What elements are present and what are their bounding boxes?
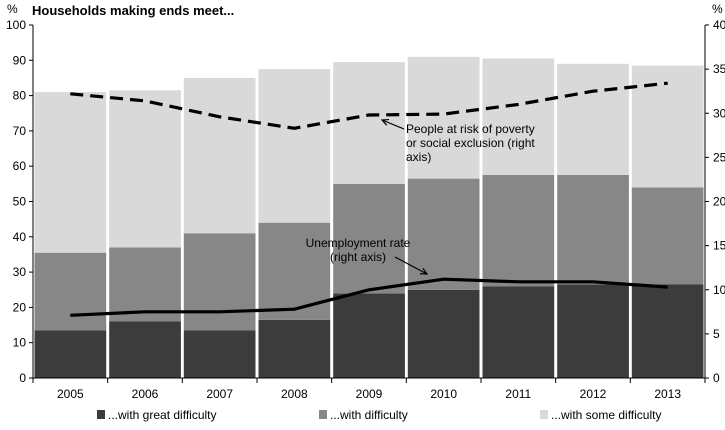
legend-label-0: ...with great difficulty bbox=[108, 408, 217, 422]
bar-2009-series-0 bbox=[333, 293, 405, 378]
bar-2010-series-0 bbox=[407, 289, 480, 379]
x-tick-label-2009: 2009 bbox=[356, 387, 383, 401]
unemployment-annotation-arrow bbox=[394, 256, 428, 275]
legend: ...with great difficulty ...with difficul… bbox=[97, 408, 661, 422]
bar-2012-series-0 bbox=[557, 284, 629, 378]
bar-2013-series-1 bbox=[631, 187, 704, 285]
bar-2005-series-0 bbox=[34, 330, 107, 378]
x-tick-label-2013: 2013 bbox=[654, 387, 681, 401]
right-axis-unit: % bbox=[712, 2, 723, 16]
left-tick-label: 80 bbox=[13, 89, 27, 103]
unemployment-annotation-line-0: Unemployment rate bbox=[306, 236, 411, 250]
left-tick-label: 10 bbox=[13, 336, 27, 350]
legend-swatch-2 bbox=[540, 410, 548, 419]
right-tick-label: 0 bbox=[713, 371, 720, 385]
poverty-annotation-line-0: People at risk of poverty bbox=[406, 122, 535, 136]
left-tick-label: 60 bbox=[13, 159, 27, 173]
right-tick-label: 10 bbox=[713, 283, 725, 297]
bar-2013-series-2 bbox=[631, 65, 704, 188]
left-tick-label: 40 bbox=[13, 230, 27, 244]
left-tick-label: 100 bbox=[6, 18, 26, 32]
bar-2012-series-1 bbox=[557, 175, 629, 285]
axes-group: 0 10 20 30 40 50 60 70 80 90 100 0 5 10 15 20 25 30 35 40 20… bbox=[6, 18, 725, 401]
left-axis-unit: % bbox=[7, 2, 18, 16]
x-tick-label-2011: 2011 bbox=[505, 387, 531, 401]
bar-2006-series-2 bbox=[109, 90, 181, 248]
bar-2007-series-0 bbox=[183, 330, 256, 378]
poverty-annotation-arrow-head bbox=[380, 118, 390, 126]
right-tick-label: 40 bbox=[713, 18, 725, 32]
bar-2005-series-2 bbox=[34, 92, 107, 253]
legend-swatch-0 bbox=[97, 410, 105, 419]
bar-2006-series-1 bbox=[109, 247, 181, 322]
bar-2011-series-2 bbox=[482, 58, 555, 175]
left-tick-label: 90 bbox=[13, 53, 27, 67]
bars-group bbox=[34, 56, 704, 379]
unemployment-line bbox=[70, 277, 668, 317]
lines-group bbox=[70, 81, 668, 317]
left-tick-label: 30 bbox=[13, 265, 27, 279]
poverty-line bbox=[70, 81, 668, 130]
right-tick-label: 35 bbox=[713, 62, 725, 76]
x-tick-label-2006: 2006 bbox=[132, 387, 159, 401]
bar-2012-series-2 bbox=[557, 63, 629, 175]
left-tick-label: 20 bbox=[13, 300, 27, 314]
right-tick-label: 25 bbox=[713, 150, 725, 164]
bar-2007-series-1 bbox=[183, 233, 256, 331]
x-tick-label-2007: 2007 bbox=[206, 387, 233, 401]
x-tick-label-2010: 2010 bbox=[430, 387, 457, 401]
right-tick-label: 20 bbox=[713, 195, 725, 209]
chart-title: Households making ends meet... bbox=[32, 3, 234, 18]
bar-2011-series-0 bbox=[482, 286, 555, 378]
x-tick-label-2005: 2005 bbox=[57, 387, 84, 401]
poverty-annotation-arrow bbox=[381, 119, 405, 130]
bar-2008-series-0 bbox=[258, 319, 331, 378]
bar-2009-series-1 bbox=[333, 183, 405, 294]
right-tick-label: 5 bbox=[713, 327, 720, 341]
bar-2005-series-1 bbox=[34, 252, 107, 331]
bar-2013-series-0 bbox=[631, 284, 704, 378]
legend-label-2: ...with some difficulty bbox=[551, 408, 661, 422]
bar-2006-series-0 bbox=[109, 321, 181, 378]
left-tick-label: 50 bbox=[13, 195, 27, 209]
legend-label-1: ...with difficulty bbox=[330, 408, 408, 422]
bar-2008-series-2 bbox=[258, 69, 331, 223]
bar-2009-series-2 bbox=[333, 62, 405, 184]
left-tick-label: 70 bbox=[13, 124, 27, 138]
right-tick-label: 30 bbox=[713, 106, 725, 120]
bar-2010-series-2 bbox=[407, 56, 480, 179]
poverty-annotation-line-2: axis) bbox=[406, 150, 431, 164]
unemployment-annotation-arrow-head bbox=[419, 267, 429, 275]
poverty-annotation-line-1: or social exclusion (right bbox=[406, 136, 535, 150]
legend-swatch-1 bbox=[319, 410, 327, 419]
bar-2007-series-2 bbox=[183, 77, 256, 234]
x-tick-label-2012: 2012 bbox=[580, 387, 607, 401]
bar-2010-series-1 bbox=[407, 178, 480, 290]
x-tick-label-2008: 2008 bbox=[281, 387, 308, 401]
left-tick-label: 0 bbox=[19, 371, 26, 385]
unemployment-annotation-line-1: (right axis) bbox=[330, 250, 386, 264]
right-tick-label: 15 bbox=[713, 239, 725, 253]
bar-2011-series-1 bbox=[482, 175, 555, 287]
